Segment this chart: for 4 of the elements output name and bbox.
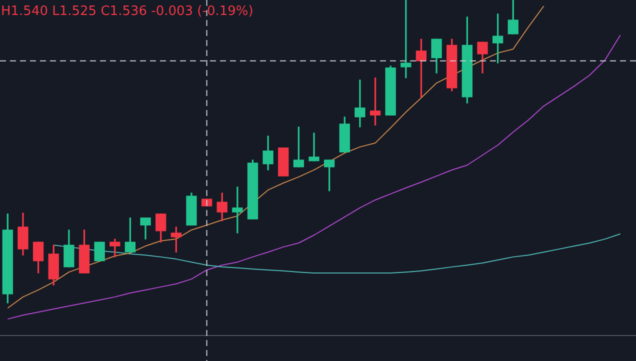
candlestick [278,148,289,176]
candlestick [170,226,182,252]
annotation: H1.540 L1.525 C1.536 -0.003 (-0.19%) [1,4,254,19]
candlestick [94,242,105,262]
